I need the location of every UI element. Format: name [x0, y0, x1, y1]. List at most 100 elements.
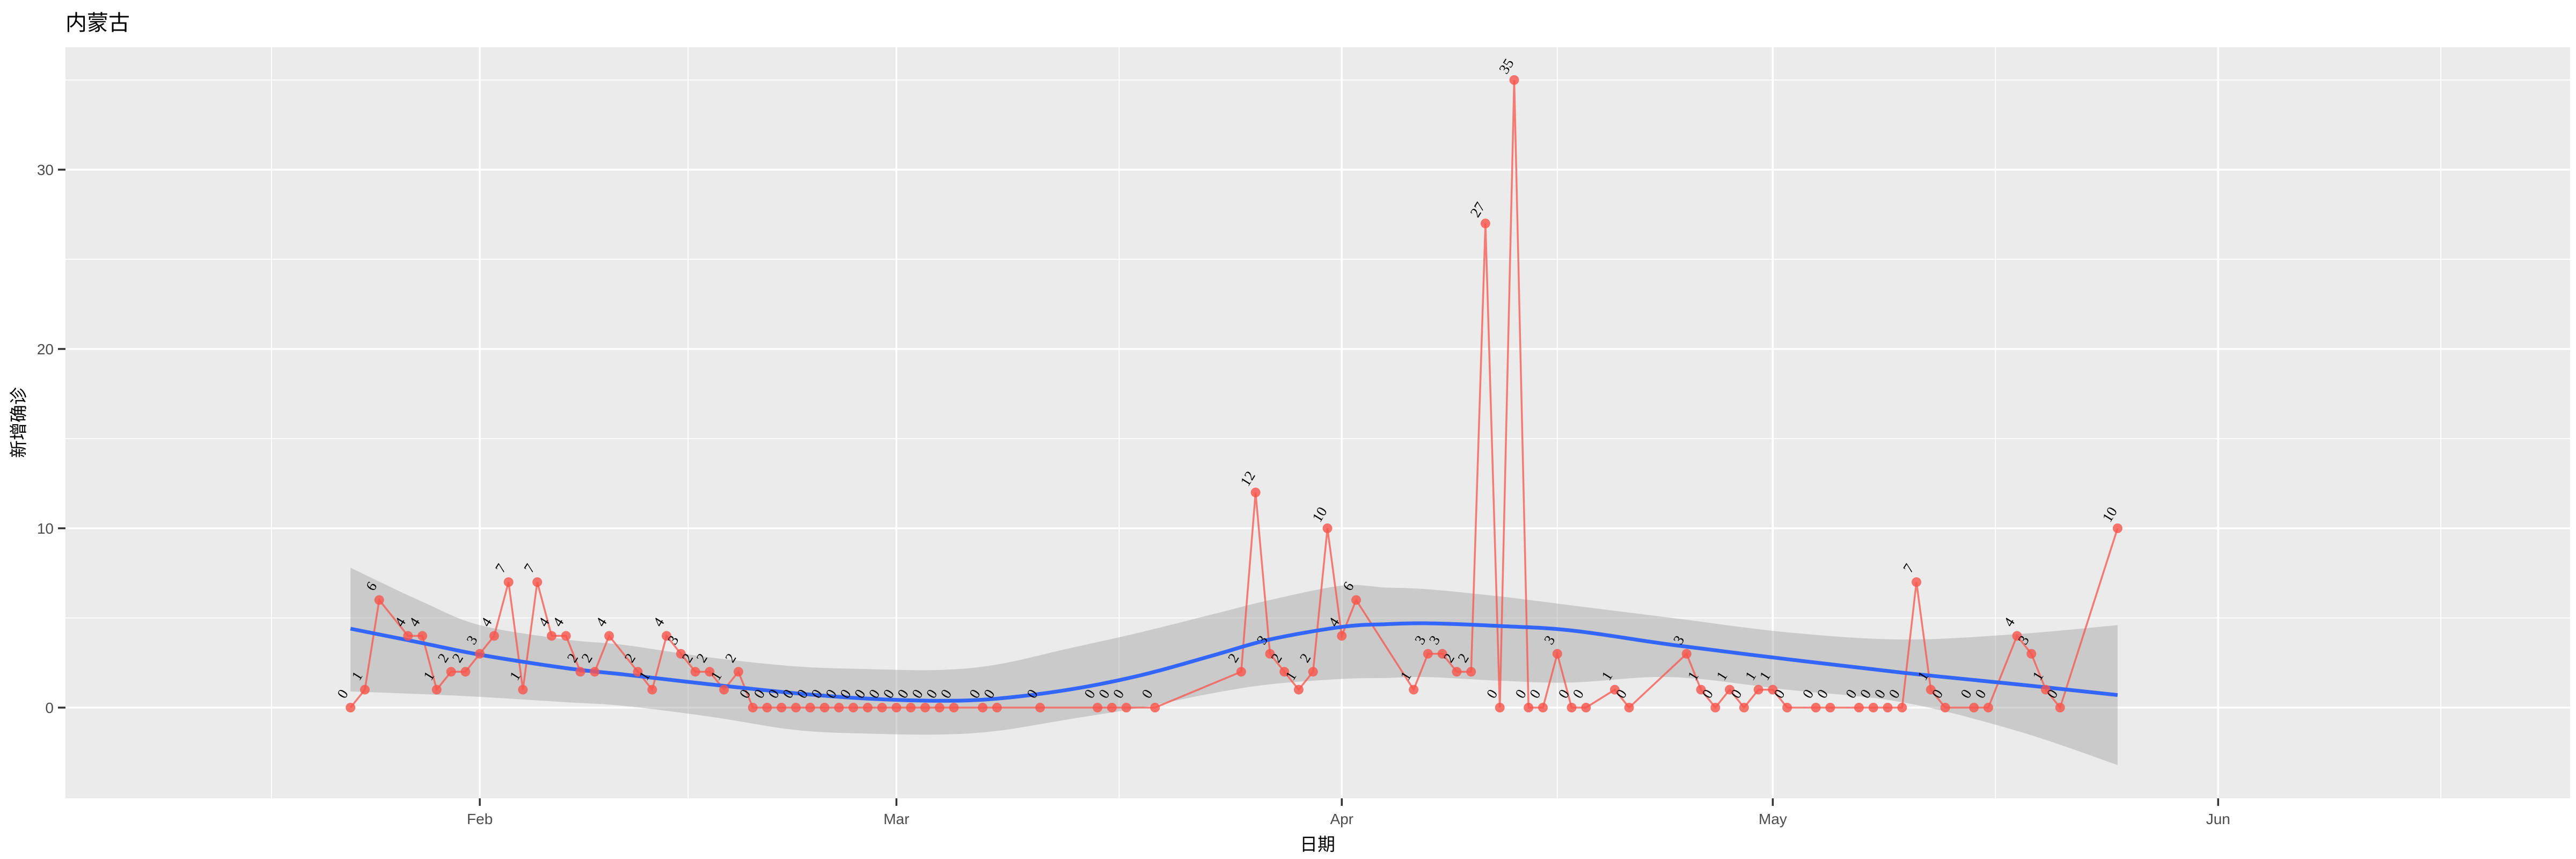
data-point [460, 667, 471, 677]
data-point [1409, 685, 1419, 695]
data-point [403, 631, 413, 641]
data-point [1811, 703, 1821, 712]
x-tick-label: May [1759, 811, 1787, 827]
data-point [819, 703, 830, 712]
data-point [1983, 703, 1993, 712]
data-point [862, 703, 873, 712]
y-tick-label: 10 [37, 520, 54, 537]
data-point [475, 649, 485, 659]
data-point [1437, 649, 1447, 659]
data-point [719, 685, 729, 695]
data-point [1107, 703, 1117, 712]
data-point [891, 703, 902, 712]
data-point [1782, 703, 1792, 712]
data-point [1121, 703, 1131, 712]
data-points [346, 75, 2123, 712]
data-point [1423, 649, 1433, 659]
data-point [1681, 649, 1692, 659]
y-axis-title: 新增确诊 [9, 387, 28, 458]
data-point [1538, 703, 1548, 712]
data-point [1753, 685, 1763, 695]
confidence-ribbon [350, 567, 2118, 765]
data-point [532, 577, 543, 587]
data-point [1624, 703, 1634, 712]
data-point [1739, 703, 1749, 712]
data-point [590, 667, 600, 677]
data-point [777, 703, 787, 712]
data-point [1609, 685, 1620, 695]
data-point [1854, 703, 1864, 712]
data-point [575, 667, 586, 677]
data-point [791, 703, 801, 712]
data-point [360, 685, 370, 695]
data-point [949, 703, 959, 712]
x-axis: Feb Mar Apr May Jun [467, 798, 2230, 827]
data-point [705, 667, 715, 677]
data-point [1883, 703, 1893, 712]
data-point [1524, 703, 1534, 712]
data-point [1696, 685, 1706, 695]
y-axis: 0 10 20 30 [37, 162, 65, 716]
x-tick-label: Jun [2206, 811, 2230, 827]
data-point [2041, 685, 2051, 695]
y-tick-label: 0 [45, 700, 54, 716]
x-tick-label: Mar [883, 811, 909, 827]
data-point [978, 703, 987, 712]
data-point [1926, 685, 1936, 695]
data-point [1452, 667, 1462, 677]
data-point [1710, 703, 1721, 712]
data-point [604, 631, 614, 641]
data-point [805, 703, 815, 712]
data-point [1868, 703, 1878, 712]
data-point [1466, 667, 1476, 677]
data-point [1912, 577, 1921, 587]
data-point [662, 631, 671, 641]
data-point [2012, 631, 2022, 641]
data-point [1351, 595, 1361, 605]
data-point [1725, 685, 1735, 695]
data-point [1279, 667, 1290, 677]
data-point [1480, 219, 1490, 229]
data-point [1150, 703, 1160, 712]
data-point [676, 649, 686, 659]
data-point [546, 631, 557, 641]
data-point [2026, 649, 2037, 659]
x-axis-title: 日期 [1300, 834, 1335, 854]
data-point [1897, 703, 1907, 712]
data-point [431, 685, 442, 695]
data-point [1940, 703, 1950, 712]
data-point [518, 685, 528, 695]
data-point [346, 703, 356, 712]
data-point [762, 703, 772, 712]
data-point [1293, 685, 1304, 695]
data-point [633, 667, 643, 677]
y-tick-label: 30 [37, 162, 54, 178]
data-point [561, 631, 571, 641]
data-point [647, 685, 657, 695]
data-point [418, 631, 427, 641]
data-point [2112, 523, 2123, 533]
data-point [1337, 631, 1347, 641]
data-point [1035, 703, 1045, 712]
data-point [992, 703, 1002, 712]
data-point [2055, 703, 2065, 712]
plot-panel [65, 47, 2570, 798]
data-point [834, 703, 844, 712]
data-point [690, 667, 700, 677]
chart-title: 内蒙古 [65, 11, 130, 35]
data-point [877, 703, 887, 712]
data-point [503, 577, 514, 587]
data-point [848, 703, 858, 712]
data-point [489, 631, 499, 641]
x-tick-label: Feb [467, 811, 493, 827]
data-point [446, 667, 456, 677]
data-point [1768, 685, 1778, 695]
data-point [1250, 487, 1261, 498]
data-point [1495, 703, 1505, 712]
data-point [1308, 667, 1318, 677]
grid-minor [65, 47, 2570, 798]
data-point [1093, 703, 1103, 712]
data-point [1567, 703, 1577, 712]
data-point [733, 667, 743, 677]
